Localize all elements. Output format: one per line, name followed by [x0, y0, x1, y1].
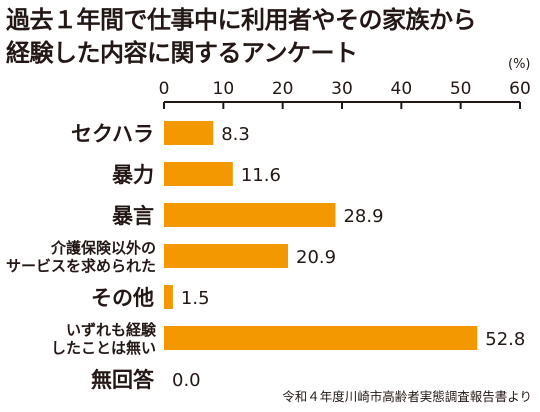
bar	[164, 162, 233, 186]
chart-title: 過去１年間で仕事中に利用者やその家族から 経験した内容に関するアンケート	[6, 4, 534, 70]
x-tick-label: 30	[331, 79, 353, 99]
bar	[164, 203, 336, 227]
x-axis: 0 10 20 30 40 50 60	[159, 79, 531, 109]
category-label-line: 介護保険以外の	[50, 239, 156, 257]
category-label: 無回答	[91, 368, 155, 392]
data-label: 8.3	[221, 124, 250, 145]
category-label-line: したことは無い	[51, 339, 156, 357]
x-tick-label: 10	[213, 79, 235, 99]
bar	[164, 326, 478, 350]
data-label: 1.5	[181, 288, 210, 309]
data-label: 0.0	[172, 370, 201, 391]
category-label: 暴力	[112, 163, 154, 187]
source-note: 令和４年度川崎市高齢者実態調査報告書より	[282, 389, 532, 404]
category-label-text: 暴言	[112, 204, 154, 228]
bar	[164, 285, 173, 309]
bar-series: 8.3 11.6 28.9 20.9 1.5 52.8 0.0	[164, 121, 525, 391]
category-label-text: 暴力	[112, 163, 154, 187]
x-tick-label: 40	[391, 79, 413, 99]
x-tick-label: 0	[159, 79, 170, 99]
bar	[164, 244, 289, 268]
axis-unit-label: (%)	[508, 57, 531, 72]
x-tick-label: 50	[450, 79, 472, 99]
category-label-line: いずれも経験	[66, 321, 157, 339]
data-label: 28.9	[343, 206, 383, 227]
chart-title-line-1: 過去１年間で仕事中に利用者やその家族から	[6, 6, 477, 34]
chart-title-line-2: 経験した内容に関するアンケート	[6, 39, 358, 67]
category-label: セクハラ	[71, 122, 154, 146]
x-tick-label: 20	[272, 79, 294, 99]
category-label-text: セクハラ	[71, 122, 154, 146]
category-labels: セクハラ暴力暴言介護保険以外のサービスを求められたその他いずれも経験したことは無…	[6, 122, 157, 392]
bar	[164, 121, 214, 145]
category-label: その他	[91, 286, 154, 310]
category-label: 暴言	[112, 204, 154, 228]
category-label-text: その他	[91, 286, 154, 310]
x-tick-label: 60	[509, 79, 531, 99]
category-label-text: 無回答	[91, 368, 155, 392]
category-label-line: サービスを求められた	[6, 257, 156, 275]
data-label: 52.8	[485, 329, 525, 350]
data-label: 20.9	[296, 247, 336, 268]
data-label: 11.6	[241, 165, 281, 186]
